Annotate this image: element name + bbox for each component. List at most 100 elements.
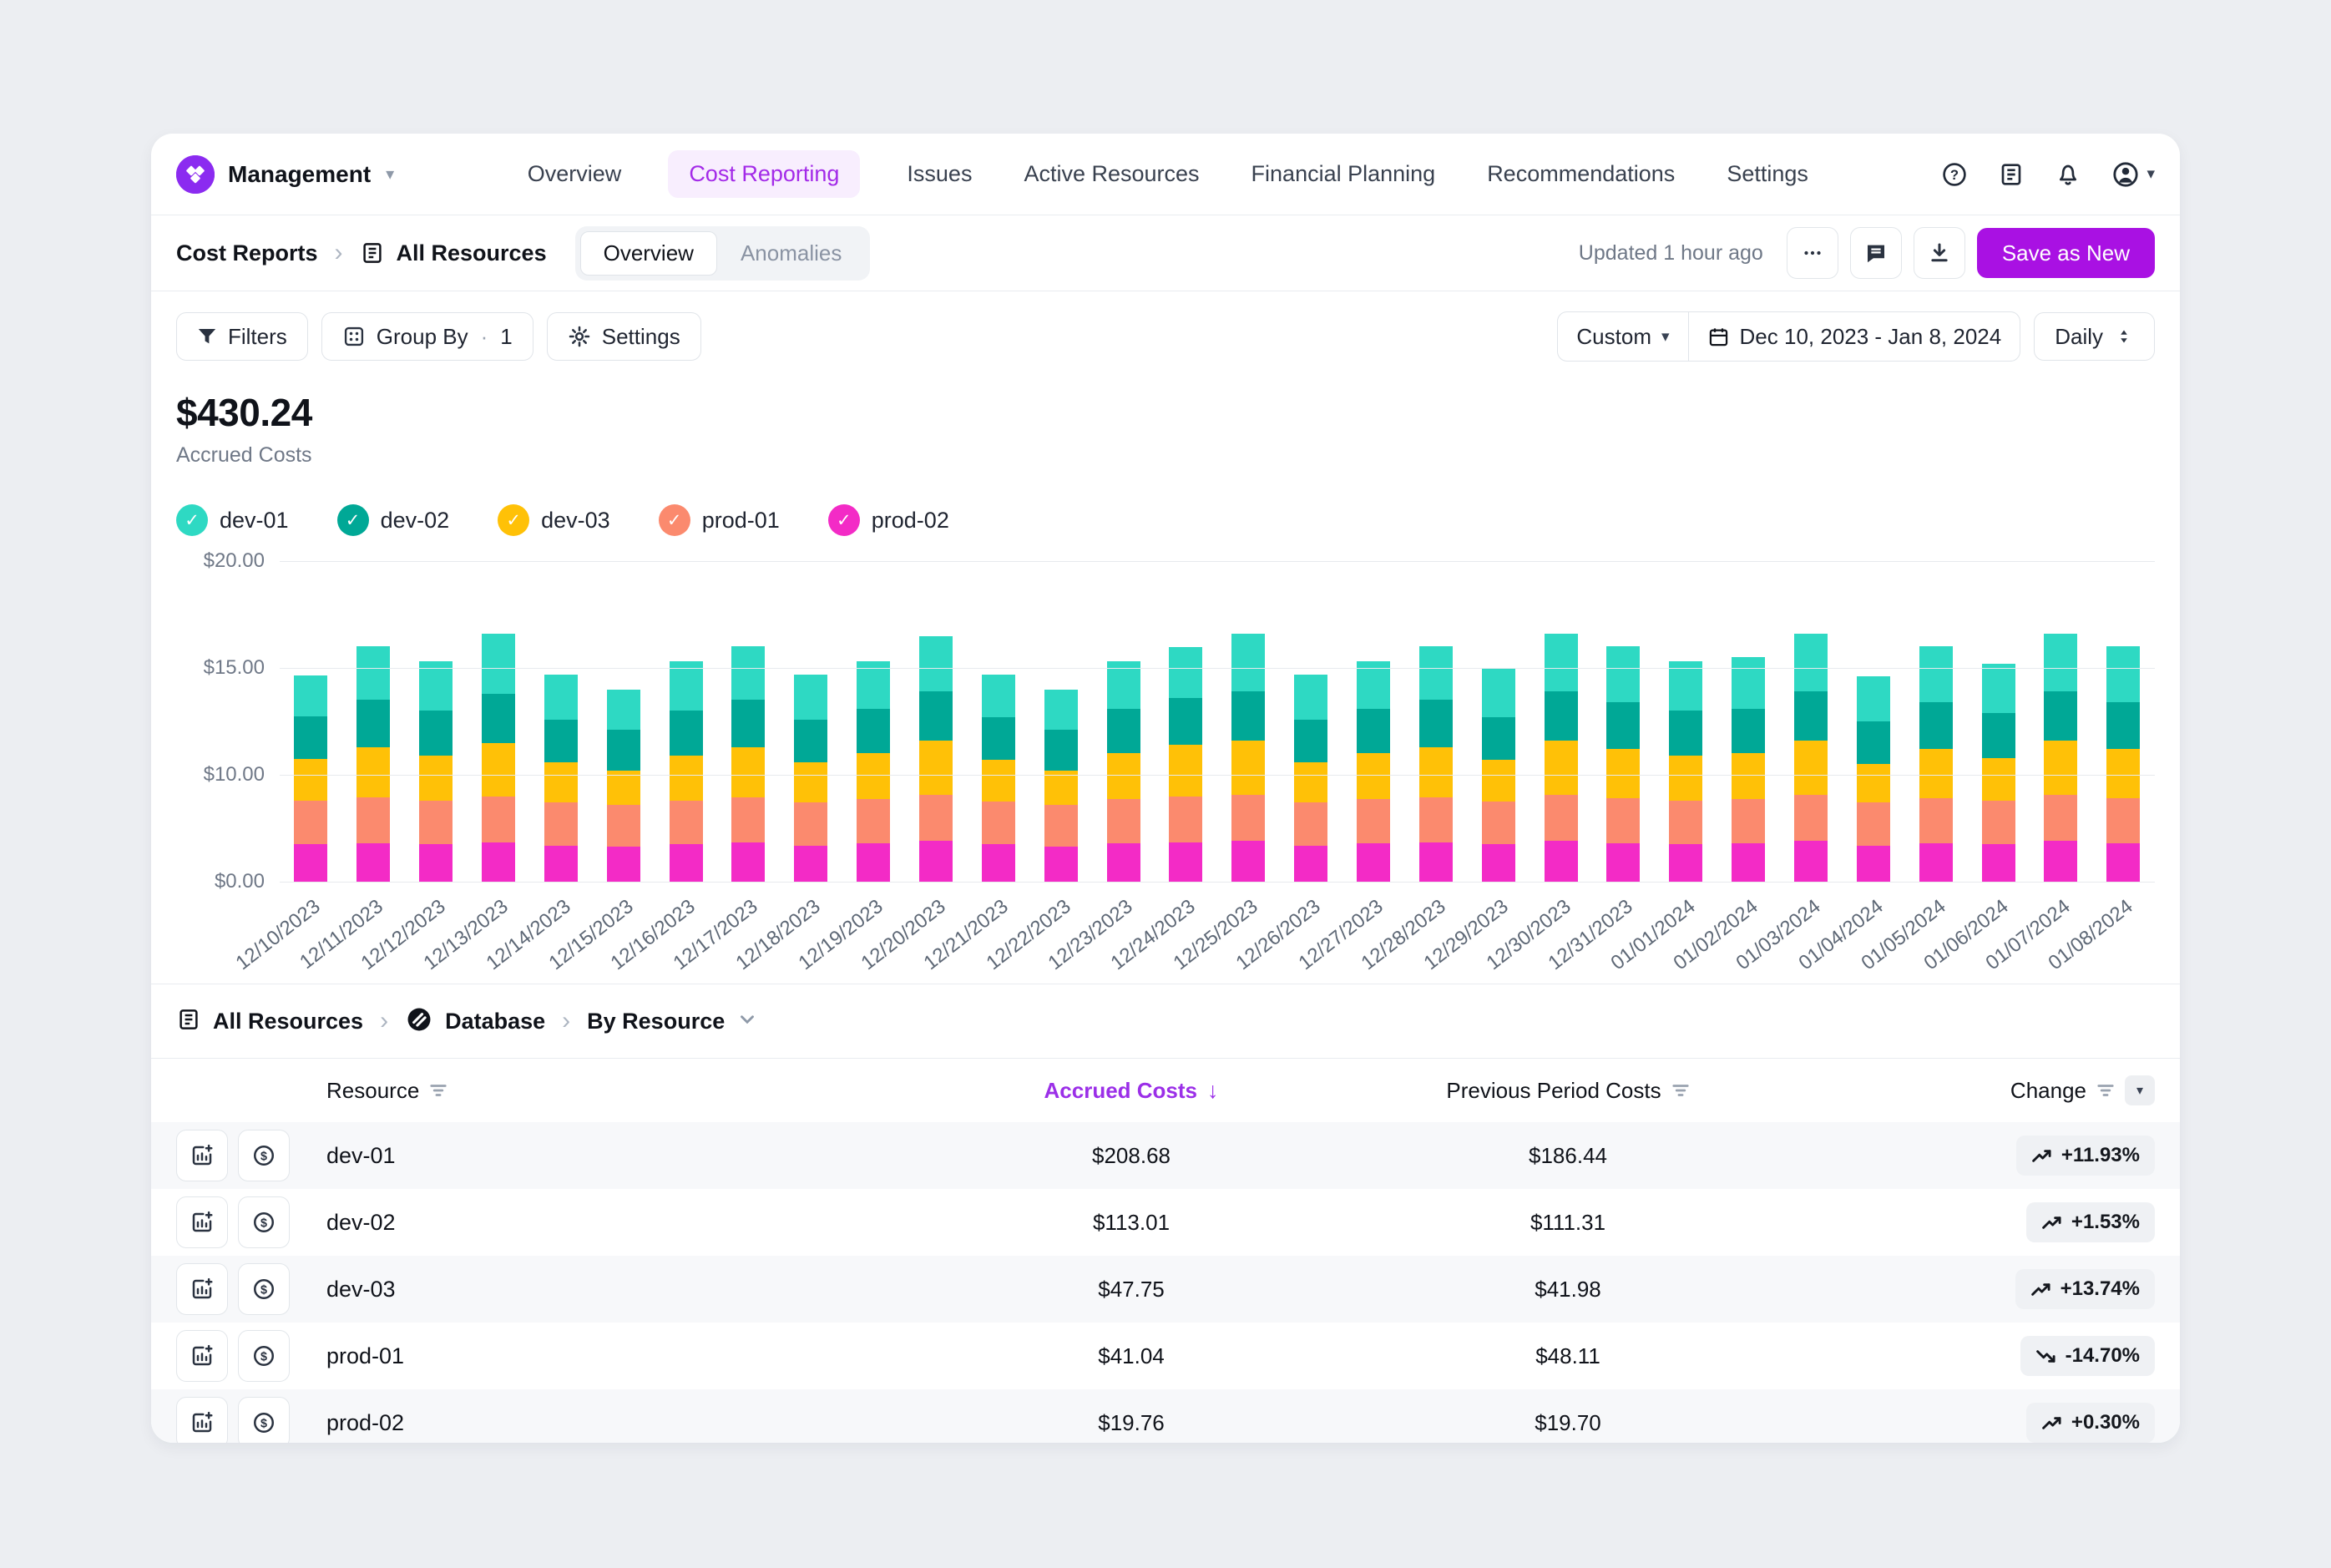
tab-overview[interactable]: Overview xyxy=(579,230,717,276)
table-row-dev-03[interactable]: $ dev-03 $47.75 $41.98 +13.74% xyxy=(151,1256,2180,1323)
filter-lines-icon[interactable] xyxy=(429,1082,447,1099)
stacked-bar-12-31-2023[interactable] xyxy=(1606,646,1641,882)
nav-item-active-resources[interactable]: Active Resources xyxy=(1024,161,1200,186)
table-crumb-by-resource[interactable]: By Resource xyxy=(587,1008,726,1034)
column-menu-caret-button[interactable]: ▾ xyxy=(2125,1075,2155,1105)
row-actions: $ xyxy=(176,1130,326,1181)
column-header-accrued-costs[interactable]: Accrued Costs ↓ xyxy=(1044,1077,1219,1103)
legend-item-dev-02[interactable]: ✓ dev-02 xyxy=(336,504,449,536)
stacked-bar-01-02-2024[interactable] xyxy=(1732,657,1766,882)
range-preset-dropdown[interactable]: Custom ▾ xyxy=(1558,312,1689,361)
add-to-chart-button[interactable] xyxy=(176,1263,228,1315)
legend-check-icon: ✓ xyxy=(658,504,690,536)
table-row-prod-02[interactable]: $ prod-02 $19.76 $19.70 +0.30% xyxy=(151,1389,2180,1443)
stacked-bar-12-10-2023[interactable] xyxy=(294,675,328,882)
more-options-button[interactable] xyxy=(1786,227,1838,279)
stacked-bar-12-17-2023[interactable] xyxy=(731,646,766,882)
cost-details-button[interactable]: $ xyxy=(238,1330,290,1382)
notifications-bell-icon[interactable] xyxy=(2055,161,2081,188)
cost-details-button[interactable]: $ xyxy=(238,1130,290,1181)
stacked-bar-01-08-2024[interactable] xyxy=(2106,646,2141,882)
stacked-bar-12-22-2023[interactable] xyxy=(1044,689,1078,882)
add-to-chart-button[interactable] xyxy=(176,1196,228,1248)
group-by-button[interactable]: Group By · 1 xyxy=(321,312,533,361)
stacked-bar-12-12-2023[interactable] xyxy=(419,661,453,882)
add-to-chart-button[interactable] xyxy=(176,1130,228,1181)
nav-item-issues[interactable]: Issues xyxy=(907,161,973,186)
stacked-bar-12-24-2023[interactable] xyxy=(1169,646,1203,882)
stacked-bar-12-16-2023[interactable] xyxy=(669,661,703,882)
bar-segment-prod-02 xyxy=(919,841,953,882)
column-header-previous-period-costs[interactable]: Previous Period Costs xyxy=(1332,1078,1804,1104)
stacked-bar-12-13-2023[interactable] xyxy=(482,634,515,882)
stacked-bar-01-01-2024[interactable] xyxy=(1669,661,1703,882)
stacked-bar-12-29-2023[interactable] xyxy=(1481,668,1515,882)
bar-segment-dev-01 xyxy=(606,689,640,731)
comments-button[interactable] xyxy=(1849,227,1902,279)
filters-button[interactable]: Filters xyxy=(176,312,308,361)
settings-button[interactable]: Settings xyxy=(546,312,701,361)
stacked-bar-12-15-2023[interactable] xyxy=(606,689,640,882)
stacked-bar-12-26-2023[interactable] xyxy=(1294,674,1328,882)
stacked-bar-12-23-2023[interactable] xyxy=(1106,661,1140,882)
kpi-label: Accrued Costs xyxy=(176,443,312,467)
stacked-bar-12-21-2023[interactable] xyxy=(981,674,1015,882)
bar-segment-prod-02 xyxy=(2106,842,2141,882)
filter-lines-icon[interactable] xyxy=(1671,1082,1690,1099)
stacked-bar-12-14-2023[interactable] xyxy=(544,674,578,882)
cost-details-button[interactable]: $ xyxy=(238,1263,290,1315)
column-header-resource[interactable]: Resource xyxy=(326,1078,931,1104)
cost-details-button[interactable]: $ xyxy=(238,1397,290,1443)
breadcrumb-root[interactable]: Cost Reports xyxy=(176,240,318,266)
add-to-chart-button[interactable] xyxy=(176,1330,228,1382)
stacked-bar-12-19-2023[interactable] xyxy=(857,661,891,882)
bar-segment-dev-03 xyxy=(1794,741,1828,796)
brand[interactable]: Management ▾ xyxy=(176,154,394,194)
user-menu[interactable]: ▾ xyxy=(2111,160,2155,189)
bar-segment-dev-03 xyxy=(1418,746,1453,797)
stacked-bar-12-30-2023[interactable] xyxy=(1544,634,1578,882)
nav-item-overview[interactable]: Overview xyxy=(527,161,622,186)
filter-lines-icon[interactable] xyxy=(2096,1082,2115,1099)
granularity-selector[interactable]: Daily xyxy=(2034,312,2155,361)
nav-item-recommendations[interactable]: Recommendations xyxy=(1487,161,1676,186)
stacked-bar-01-03-2024[interactable] xyxy=(1794,634,1828,882)
tab-anomalies[interactable]: Anomalies xyxy=(740,240,842,266)
bar-segment-prod-01 xyxy=(1544,795,1578,842)
report-log-icon[interactable] xyxy=(1998,161,2025,188)
stacked-bar-12-25-2023[interactable] xyxy=(1231,634,1266,882)
stacked-bar-01-04-2024[interactable] xyxy=(1856,676,1890,882)
save-as-new-button[interactable]: Save as New xyxy=(1976,228,2155,278)
nav-item-financial-planning[interactable]: Financial Planning xyxy=(1251,161,1436,186)
stacked-bar-12-18-2023[interactable] xyxy=(794,674,828,882)
database-icon xyxy=(405,1005,433,1038)
legend-item-prod-01[interactable]: ✓ prod-01 xyxy=(658,504,780,536)
change-badge: +13.74% xyxy=(2015,1269,2155,1309)
stacked-bar-12-11-2023[interactable] xyxy=(356,646,391,882)
column-header-change[interactable]: Change ▾ xyxy=(1804,1075,2155,1105)
table-crumb-database[interactable]: Database xyxy=(445,1008,546,1034)
stacked-bar-12-27-2023[interactable] xyxy=(1357,661,1391,882)
nav-item-cost-reporting[interactable]: Cost Reporting xyxy=(668,150,861,198)
help-icon[interactable]: ? xyxy=(1941,161,1968,188)
stacked-bar-01-06-2024[interactable] xyxy=(1981,663,2015,882)
download-button[interactable] xyxy=(1913,227,1965,279)
nav-item-settings[interactable]: Settings xyxy=(1727,161,1808,186)
bar-segment-dev-02 xyxy=(2106,701,2141,750)
table-row-dev-01[interactable]: $ dev-01 $208.68 $186.44 +11.93% xyxy=(151,1122,2180,1189)
table-row-dev-02[interactable]: $ dev-02 $113.01 $111.31 +1.53% xyxy=(151,1189,2180,1256)
legend-item-dev-03[interactable]: ✓ dev-03 xyxy=(498,504,610,536)
stacked-bar-01-07-2024[interactable] xyxy=(2044,634,2078,882)
table-row-prod-01[interactable]: $ prod-01 $41.04 $48.11 -14.70% xyxy=(151,1323,2180,1389)
stacked-bar-12-28-2023[interactable] xyxy=(1418,646,1453,882)
add-to-chart-button[interactable] xyxy=(176,1397,228,1443)
legend-item-dev-01[interactable]: ✓ dev-01 xyxy=(176,504,289,536)
stacked-bar-12-20-2023[interactable] xyxy=(919,635,953,882)
cost-details-button[interactable]: $ xyxy=(238,1196,290,1248)
date-range-picker[interactable]: Dec 10, 2023 - Jan 8, 2024 xyxy=(1689,312,2020,361)
legend-item-prod-02[interactable]: ✓ prod-02 xyxy=(827,504,949,536)
breadcrumb-current[interactable]: All Resources xyxy=(396,240,547,266)
chevron-down-icon[interactable] xyxy=(736,1009,758,1034)
stacked-bar-01-05-2024[interactable] xyxy=(1919,646,1953,882)
table-crumb-all-resources[interactable]: All Resources xyxy=(213,1008,364,1034)
